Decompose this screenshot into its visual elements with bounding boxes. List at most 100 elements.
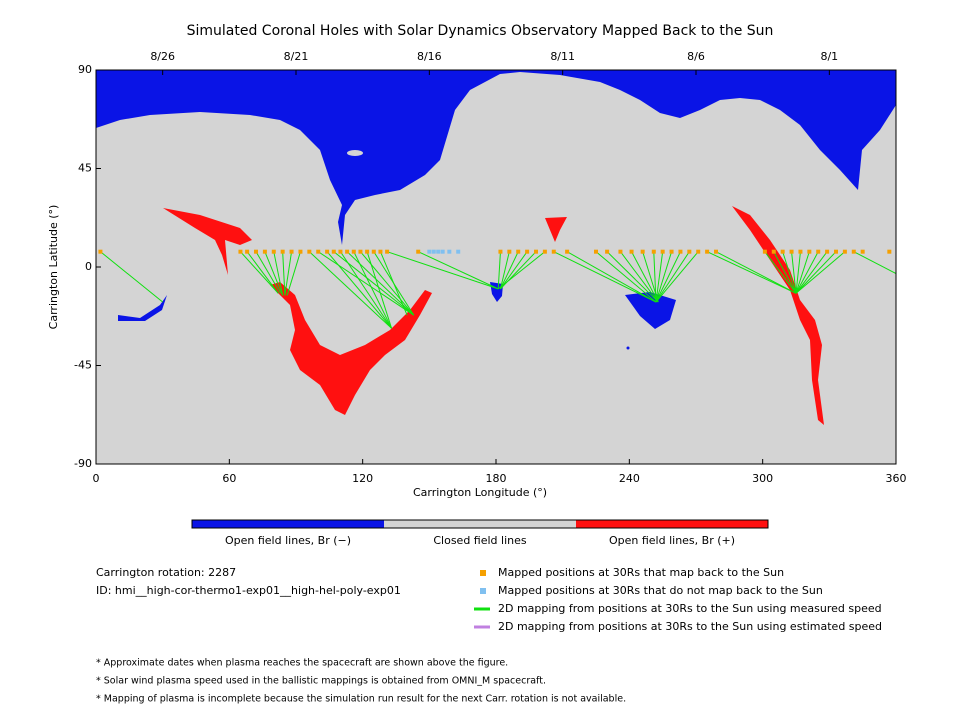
positive-hole: [732, 206, 824, 425]
mapped-point: [316, 249, 321, 254]
x-tick-label: 180: [486, 472, 507, 485]
mapped-point: [651, 249, 656, 254]
y-axis-label: Carrington Latitude (°): [47, 205, 60, 330]
info-text: ID: hmi__high-cor-thermo1-exp01__high-he…: [96, 584, 401, 597]
mapping-line: [715, 251, 797, 294]
mapping-line: [653, 251, 657, 303]
colorbar-segment: [384, 520, 576, 528]
unmapped-point: [436, 249, 441, 254]
y-tick-label: 0: [85, 260, 92, 273]
mapped-point: [98, 249, 103, 254]
top-tick-label: 8/6: [687, 50, 705, 63]
y-tick-label: -45: [74, 359, 92, 372]
mapped-point: [507, 249, 512, 254]
mapped-point: [525, 249, 530, 254]
mapping-line: [240, 251, 279, 294]
x-tick-label: 60: [222, 472, 236, 485]
mapped-point: [594, 249, 598, 254]
mapping-line: [795, 251, 810, 294]
footnote: * Approximate dates when plasma reaches …: [96, 658, 508, 669]
mapped-point: [565, 249, 570, 254]
mapping-line: [655, 251, 673, 303]
mapped-point: [629, 249, 634, 254]
mapped-point: [516, 249, 521, 254]
colorbar-label: Open field lines, Br (−): [225, 534, 351, 547]
mapped-point: [618, 249, 623, 254]
footnote: * Mapping of plasma is incomplete becaus…: [96, 694, 626, 705]
mapped-point: [669, 249, 674, 254]
negative-hole: [625, 292, 676, 329]
mapped-point: [371, 249, 376, 254]
mapping-line: [764, 251, 797, 294]
mapped-point: [254, 249, 258, 254]
mapped-point: [640, 249, 645, 254]
mapping-line: [286, 251, 301, 296]
mapping-line: [795, 251, 819, 294]
legend-label: 2D mapping from positions at 30Rs to the…: [498, 602, 882, 615]
north-coronal-hole: [96, 70, 896, 245]
negative-hole: [626, 346, 630, 350]
top-tick-label: 8/21: [284, 50, 309, 63]
mapping-line: [284, 251, 293, 296]
mapped-point: [345, 249, 350, 254]
mapped-point: [825, 249, 830, 254]
mapping-line: [497, 251, 501, 289]
mapped-point: [687, 249, 692, 254]
mapping-layer: [98, 249, 897, 329]
mapping-line: [366, 251, 393, 329]
mapped-point: [816, 249, 821, 254]
mapped-point: [298, 249, 303, 254]
mapping-line: [100, 251, 163, 303]
top-tick-label: 8/26: [150, 50, 175, 63]
mapping-line: [418, 251, 499, 290]
mapping-line: [773, 251, 797, 294]
mapped-point: [696, 249, 701, 254]
mapping-line: [360, 251, 415, 316]
legend-label: Mapped positions at 30Rs that do not map…: [498, 584, 823, 597]
mapped-point: [705, 249, 710, 254]
mapping-line: [795, 251, 828, 294]
mapped-point: [271, 249, 276, 254]
mapping-line: [386, 251, 499, 290]
mapped-point: [834, 249, 838, 254]
mapping-line: [326, 251, 392, 329]
mapped-point: [860, 249, 865, 254]
x-axis-label: Carrington Longitude (°): [413, 486, 547, 499]
mapping-line: [782, 251, 797, 294]
mapped-point: [338, 249, 343, 254]
mapping-line: [631, 251, 659, 303]
mapped-point: [798, 249, 803, 254]
y-tick-label: -90: [74, 457, 92, 470]
mapping-line: [795, 251, 837, 294]
legend-label: 2D mapping from positions at 30Rs to the…: [498, 620, 882, 633]
positive-hole: [270, 282, 432, 415]
mapping-line: [499, 251, 510, 290]
legend-label: Mapped positions at 30Rs that map back t…: [498, 566, 784, 579]
mapped-point: [780, 249, 785, 254]
mapped-point: [351, 249, 356, 254]
mapped-point: [534, 249, 538, 254]
mapping-line: [500, 251, 528, 290]
mapping-line: [553, 251, 657, 303]
x-tick-label: 240: [619, 472, 640, 485]
mapping-line: [655, 251, 690, 303]
mapped-point: [385, 249, 390, 254]
map: [96, 70, 896, 464]
mapping-line: [308, 251, 392, 329]
unmapped-point: [447, 249, 452, 254]
mapping-line: [706, 251, 797, 294]
footnote: * Solar wind plasma speed used in the ba…: [96, 676, 546, 687]
negative-hole: [118, 295, 167, 321]
x-tick-label: 0: [93, 472, 100, 485]
mapped-point: [605, 249, 610, 254]
mapping-line: [655, 251, 699, 303]
mapping-line: [246, 251, 279, 294]
y-tick-label: 90: [78, 63, 92, 76]
mapped-point: [807, 249, 812, 254]
legend-swatch: [480, 588, 486, 594]
mapped-point: [280, 249, 285, 254]
colorbar-segment: [192, 520, 384, 528]
top-tick-label: 8/11: [550, 50, 575, 63]
mapped-point: [542, 249, 547, 254]
